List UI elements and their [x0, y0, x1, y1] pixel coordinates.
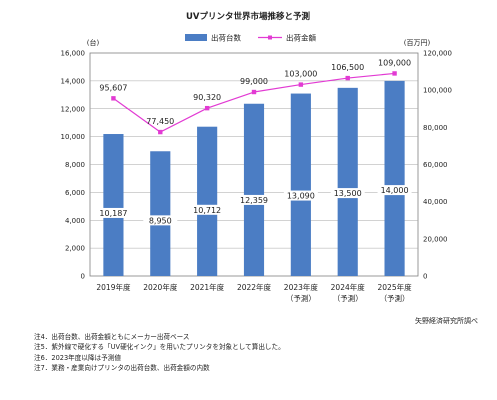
right-tick-label: 120,000 [423, 50, 452, 58]
right-tick-label: 20,000 [423, 235, 448, 243]
bar-series: 10,187 8,950 10,712 12,359 13,090 13,500 14,00… [96, 80, 412, 277]
bar-value-label: 10,712 [193, 206, 221, 215]
bar [337, 87, 358, 276]
x-tick-label: 2024年度 [331, 282, 366, 292]
line-point [392, 71, 397, 76]
line-value-label: 95,607 [99, 83, 127, 92]
left-axis: 0 2,000 4,000 6,000 8,000 10,000 12,000 14,000 1… [61, 50, 86, 281]
left-tick-label: 2,000 [65, 245, 85, 253]
right-axis: 0 20,000 40,000 60,000 80,000 100,000 120,000 [423, 50, 452, 281]
bar-value-label: 13,500 [334, 189, 362, 198]
legend-swatch-bar [185, 34, 207, 41]
x-tick-label: 2019年度 [96, 282, 131, 292]
x-tick-sublabel: （予測） [380, 293, 410, 303]
left-tick-label: 6,000 [65, 189, 85, 197]
line-value-label: 77,450 [146, 117, 174, 126]
line-value-label: 106,500 [331, 63, 364, 72]
bar-value-label: 10,187 [99, 209, 127, 218]
line-value-label: 103,000 [284, 70, 317, 79]
right-tick-label: 100,000 [423, 87, 452, 95]
right-axis-unit: (百万円) [404, 39, 431, 47]
right-tick-label: 80,000 [423, 124, 448, 132]
line-series: 95,607 77,450 90,320 99,000 103,000 106,500 10… [99, 58, 411, 135]
bar-label-bg [190, 204, 225, 215]
bar [384, 80, 405, 276]
left-tick-label: 16,000 [61, 50, 86, 58]
left-tick-label: 10,000 [61, 133, 86, 141]
left-tick-label: 12,000 [61, 105, 86, 113]
line-point [111, 96, 116, 101]
bar-label-bg [96, 207, 131, 218]
bar-label-bg [143, 215, 178, 226]
line-value-label: 90,320 [193, 93, 221, 102]
right-tick-label: 0 [423, 273, 427, 281]
right-tick-label: 60,000 [423, 161, 448, 169]
bar-value-label: 14,000 [381, 186, 409, 195]
legend-label-line: 出荷金額 [286, 33, 316, 43]
line-value-label: 109,000 [378, 58, 411, 67]
bar [197, 126, 218, 276]
chart: UVプリンタ世界市場推移と予測 0 2,000 4,000 6,000 8,000 10,… [61, 11, 479, 325]
left-tick-label: 0 [81, 273, 85, 281]
line-point [204, 105, 210, 111]
bar [290, 93, 311, 276]
source-note: 矢野経済研究所調べ [415, 316, 478, 325]
legend: 出荷台数 出荷金額 [185, 33, 316, 43]
left-axis-unit: (台) [87, 38, 100, 47]
line-value-label: 99,000 [240, 77, 268, 86]
x-tick-label: 2022年度 [237, 282, 272, 292]
bar-value-label: 13,090 [287, 192, 315, 201]
right-tick-label: 40,000 [423, 198, 448, 206]
x-tick-label: 2021年度 [190, 282, 225, 292]
bar-label-bg [330, 188, 365, 199]
legend-line-marker [268, 35, 272, 40]
x-tick-label: 2023年度 [284, 282, 319, 292]
x-axis: 2019年度 2020年度 2021年度 2022年度 2023年度（予測）2024年度… [96, 282, 412, 303]
bar [103, 134, 124, 276]
left-tick-label: 8,000 [65, 161, 85, 169]
footnote: 注6．2023年度以降は予測値 [34, 353, 121, 362]
left-tick-label: 4,000 [65, 217, 85, 225]
footnote: 注5．紫外線で硬化する「UV硬化インク」を用いたプリンタを対象として算出した。 [34, 343, 285, 352]
bar-value-label: 8,950 [149, 216, 172, 225]
x-tick-label: 2025年度 [378, 282, 413, 292]
line-point [345, 75, 350, 81]
bar [243, 103, 265, 277]
bar-label-bg [377, 185, 412, 196]
bar-value-label: 12,359 [240, 196, 268, 205]
legend-label-bar: 出荷台数 [211, 33, 241, 43]
line-point [298, 82, 304, 87]
line-point [158, 129, 163, 135]
x-tick-sublabel: （予測） [333, 293, 363, 303]
footnotes: 注4．出荷台数、出荷金額ともにメーカー出荷ベース 注5．紫外線で硬化する「UV硬… [34, 332, 474, 374]
chart-title: UVプリンタ世界市場推移と予測 [186, 11, 310, 22]
bar-label-bg [237, 194, 271, 205]
bar [150, 151, 171, 276]
x-tick-label: 2020年度 [143, 282, 178, 292]
footnote: 注4．出荷台数、出荷金額ともにメーカー出荷ベース [34, 333, 190, 341]
bar-label-bg [283, 190, 318, 201]
x-tick-sublabel: （予測） [286, 293, 316, 303]
footnote: 注7．業務・産業向けプリンタの出荷台数、出荷金額の内数 [34, 364, 210, 373]
line-point [251, 89, 257, 95]
left-tick-label: 14,000 [61, 77, 86, 85]
